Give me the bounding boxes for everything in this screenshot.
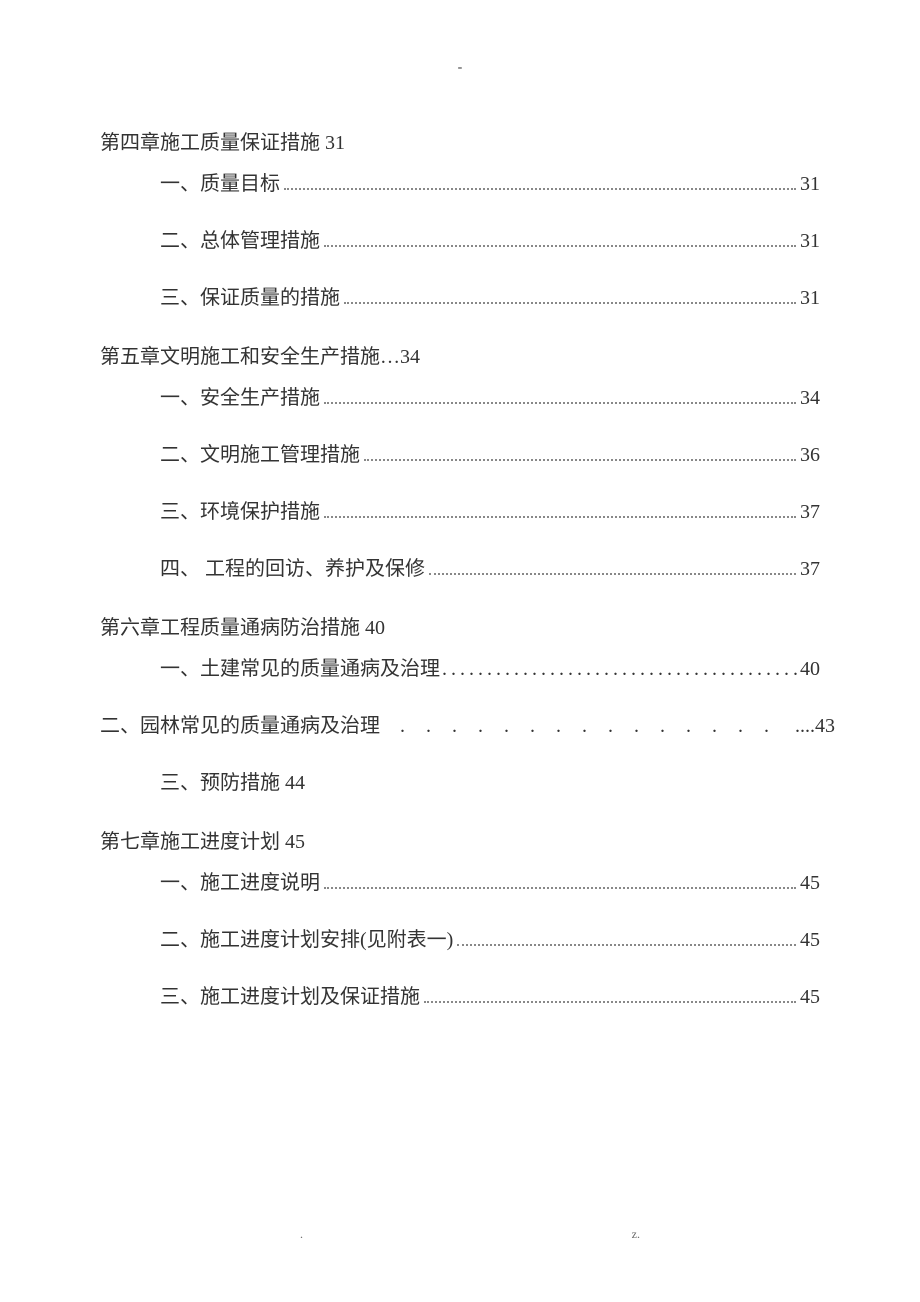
toc-dots [324,384,796,404]
footer-left: . [300,1227,303,1242]
toc-dots: . . . . . . . . . . . . . . . . . . . . … [400,715,791,738]
toc-entry: 一、安全生产措施 34 [160,381,820,410]
toc-page: 43 [815,715,835,738]
toc-page: 31 [800,173,820,196]
toc-label: 二、文明施工管理措施 [160,438,360,467]
toc-entry: 一、土建常见的质量通病及治理 .........................… [160,652,820,681]
toc-entry: 三、保证质量的措施 31 [160,281,820,310]
toc-page: 36 [800,444,820,467]
toc-dots [344,284,796,304]
toc-dots [429,555,796,575]
toc-dots [424,983,796,1003]
top-marker: - [100,60,820,76]
toc-entry: 三、施工进度计划及保证措施 45 [160,980,820,1009]
toc-page: 37 [800,501,820,524]
toc-entry: 二、文明施工管理措施 36 [160,438,820,467]
toc-dots [324,498,796,518]
toc-label: 三、保证质量的措施 [160,281,340,310]
toc-label: 二、总体管理措施 [160,224,320,253]
toc-dots [457,926,796,946]
toc-label: 二、施工进度计划安排(见附表一) [160,923,453,952]
toc-label: 四、 工程的回访、养护及保修 [160,552,425,581]
toc-label: 二、园林常见的质量通病及治理 [100,709,380,738]
toc-dots [324,227,796,247]
toc-entry: 二、园林常见的质量通病及治理 . . . . . . . . . . . . .… [100,709,835,738]
toc-dots [364,441,796,461]
toc-entry: 二、总体管理措施 31 [160,224,820,253]
page-footer: . z. [0,1227,920,1242]
toc-page: 45 [800,872,820,895]
toc-dots [324,869,796,889]
footer-right: z. [632,1227,640,1242]
chapter-7-title: 第七章施工进度计划 45 [100,825,820,854]
toc-page: 45 [800,929,820,952]
toc-entry: 三、环境保护措施 37 [160,495,820,524]
toc-page: 37 [800,558,820,581]
toc-entry-plain: 三、预防措施 44 [160,766,820,795]
toc-dots: ........................................… [442,658,798,681]
toc-label: 一、质量目标 [160,167,280,196]
toc-page: 34 [800,387,820,410]
toc-page: 45 [800,986,820,1009]
chapter-5-title: 第五章文明施工和安全生产措施…34 [100,340,820,369]
toc-page: 31 [800,230,820,253]
toc-label: 一、安全生产措施 [160,381,320,410]
toc-entry: 一、施工进度说明 45 [160,866,820,895]
toc-page: 31 [800,287,820,310]
toc-label: 一、施工进度说明 [160,866,320,895]
toc-label: 三、施工进度计划及保证措施 [160,980,420,1009]
chapter-4-title: 第四章施工质量保证措施 31 [100,126,820,155]
document-page: - 第四章施工质量保证措施 31 一、质量目标 31 二、总体管理措施 31 三… [0,0,920,1097]
toc-entry: 一、质量目标 31 [160,167,820,196]
toc-entry: 四、 工程的回访、养护及保修 37 [160,552,820,581]
chapter-6-title: 第六章工程质量通病防治措施 40 [100,611,820,640]
toc-entry: 二、施工进度计划安排(见附表一) 45 [160,923,820,952]
toc-dots [284,170,796,190]
toc-label: 三、环境保护措施 [160,495,320,524]
toc-page: 40 [800,658,820,681]
toc-label: 一、土建常见的质量通病及治理 [160,652,440,681]
toc-page-suffix: .... [795,715,815,738]
